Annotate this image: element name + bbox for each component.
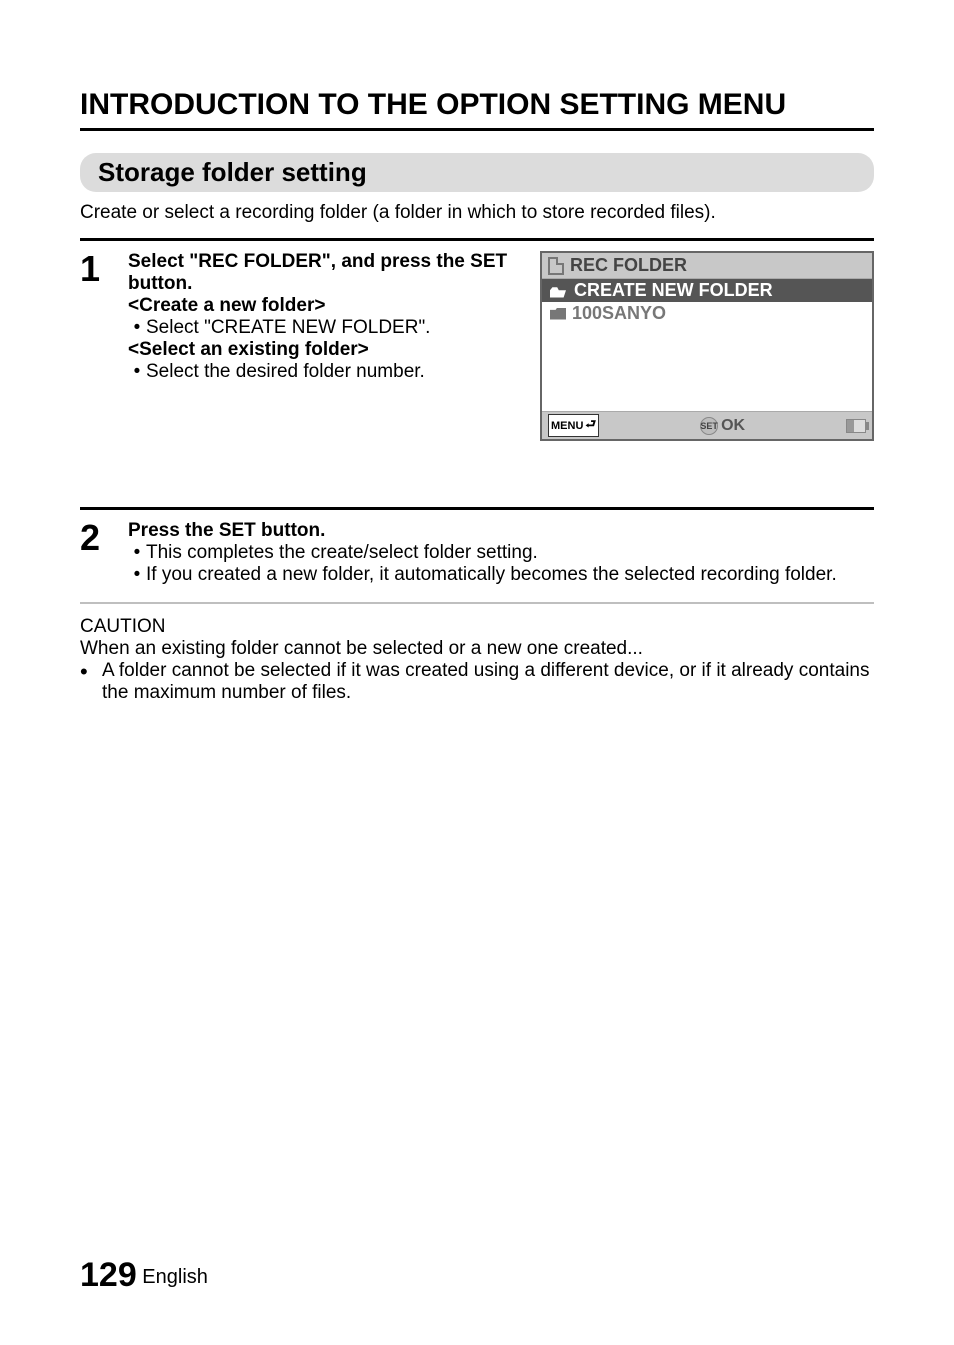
step-2: 2 Press the SET button. • This completes… [80,520,874,586]
caution-block: CAUTION When an existing folder cannot b… [80,616,874,704]
section-header: Storage folder setting [80,153,874,192]
page-language: English [142,1266,208,1288]
card-icon [548,257,564,275]
sub-bullet: • Select "CREATE NEW FOLDER". [128,317,514,339]
bullet-dot: • [128,361,146,383]
step-1: 1 Select "REC FOLDER", and press the SET… [80,251,874,441]
return-arrow-icon: ⮐ [585,415,596,436]
bullet-dot: • [80,660,96,683]
bullet-text: Select "CREATE NEW FOLDER". [146,317,514,339]
bullet-text: This completes the create/select folder … [146,542,874,564]
device-body: CREATE NEW FOLDER 100SANYO [542,278,872,412]
menu-back-badge: MENU ⮐ [548,414,599,437]
step-number: 2 [80,520,110,556]
menu-label: MENU [551,420,583,432]
intro-text: Create or select a recording folder (a f… [80,202,874,224]
sub-heading: <Create a new folder> [128,295,514,317]
divider-light [80,602,874,604]
device-row-text: 100SANYO [572,303,666,324]
caution-title: CAUTION [80,616,874,638]
bullet-text: If you created a new folder, it automati… [146,564,874,586]
bullet-dot: • [128,542,146,564]
divider [80,507,874,510]
device-screen-illustration: REC FOLDER CREATE NEW FOLDER 100SANYO ME… [540,251,874,441]
sub-bullet: • This completes the create/select folde… [128,542,874,564]
sub-bullet: • If you created a new folder, it automa… [128,564,874,586]
device-row: 100SANYO [542,302,872,325]
page-footer: 129 English [80,1256,208,1295]
sub-bullet: • Select the desired folder number. [128,361,514,383]
device-footer: MENU ⮐ SET OK [542,412,872,439]
bullet-dot: • [128,564,146,586]
main-title: INTRODUCTION TO THE OPTION SETTING MENU [80,88,874,131]
battery-icon [846,419,866,433]
section-title-text: Storage folder setting [98,157,367,188]
sub-heading: <Select an existing folder> [128,339,514,361]
caution-bullet: • A folder cannot be selected if it was … [80,660,874,704]
device-title: REC FOLDER [570,255,687,276]
folder-closed-icon [550,308,566,320]
step-number: 1 [80,251,110,287]
page-number: 129 [80,1256,137,1294]
set-ok-badge: SET OK [700,417,745,435]
document-page: INTRODUCTION TO THE OPTION SETTING MENU … [0,0,954,1345]
ok-label: OK [721,417,745,435]
caution-subtitle: When an existing folder cannot be select… [80,638,874,660]
step-instruction: Select "REC FOLDER", and press the SET b… [128,251,514,295]
bullet-text: Select the desired folder number. [146,361,514,383]
device-title-bar: REC FOLDER [542,253,872,278]
bullet-dot: • [128,317,146,339]
folder-open-icon [550,284,568,298]
divider [80,238,874,241]
caution-bullet-text: A folder cannot be selected if it was cr… [102,660,874,704]
device-row-selected: CREATE NEW FOLDER [542,279,872,302]
set-icon: SET [700,417,718,435]
device-row-text: CREATE NEW FOLDER [574,280,773,301]
step-instruction: Press the SET button. [128,520,874,542]
